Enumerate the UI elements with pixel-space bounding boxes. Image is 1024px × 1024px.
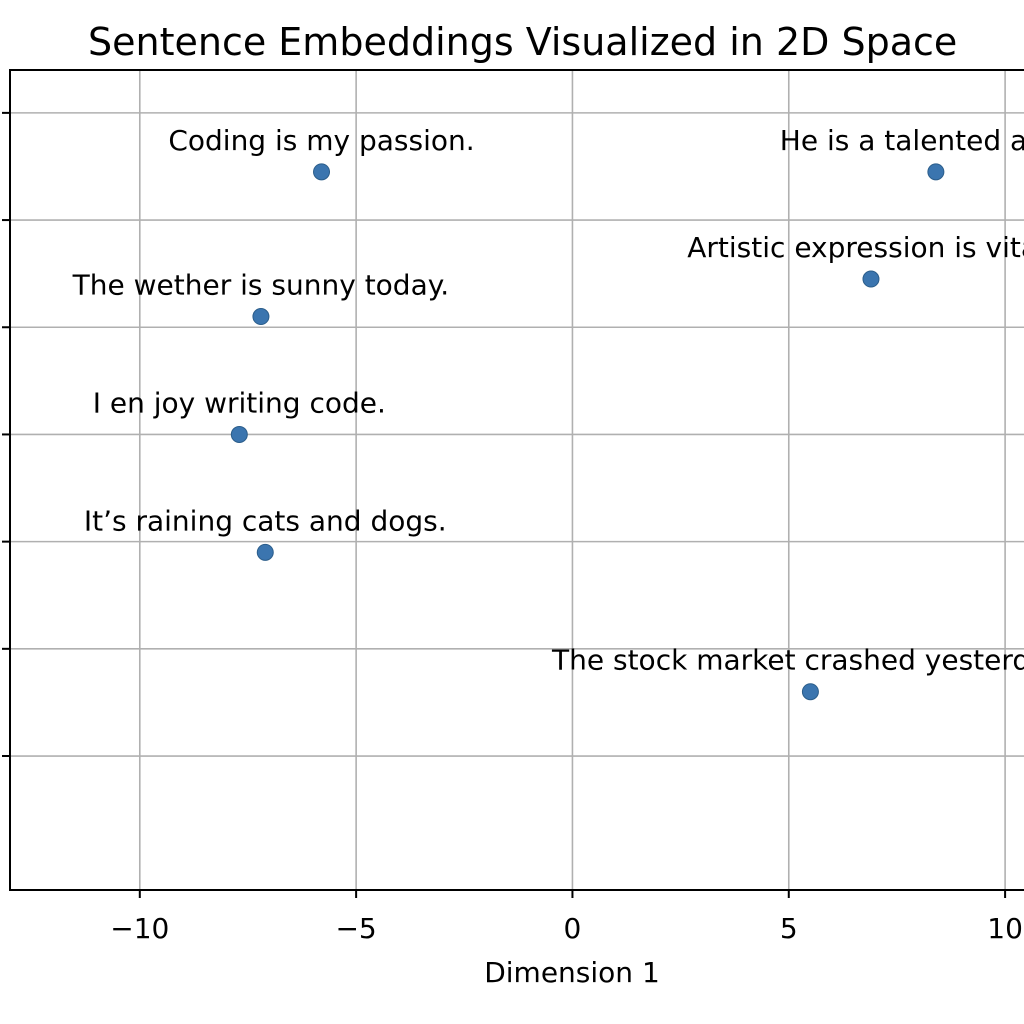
grid-lines: [10, 70, 1024, 890]
point-labels: Coding is my passion. He is a talented ar…: [72, 124, 1024, 677]
chart-title: Sentence Embeddings Visualized in 2D Spa…: [88, 20, 957, 64]
ticks: −10 −5 0 5 10: [2, 111, 1023, 945]
data-point: [801, 683, 819, 701]
point-label: Coding is my passion.: [168, 124, 474, 157]
x-tick-label: −10: [110, 912, 169, 945]
point-label: The wether is sunny today.: [72, 269, 450, 302]
data-point: [252, 308, 270, 326]
point-label: I en joy writing code.: [93, 386, 386, 419]
x-tick-label: 5: [780, 912, 798, 945]
data-point: [313, 163, 331, 181]
axes: [9, 69, 1024, 891]
data-points: [230, 163, 945, 701]
data-point: [862, 270, 880, 288]
point-label: He is a talented artist.: [780, 124, 1024, 157]
x-tick-label: 10: [987, 912, 1023, 945]
point-label: The stock market crashed yesterday.: [551, 644, 1024, 677]
data-point: [927, 163, 945, 181]
x-axis-label: Dimension 1: [484, 956, 660, 989]
x-tick-label: −5: [335, 912, 376, 945]
point-label: It’s raining cats and dogs.: [84, 504, 447, 537]
point-label: Artistic expression is vital.: [687, 231, 1024, 264]
x-tick-label: 0: [564, 912, 582, 945]
data-point: [230, 425, 248, 443]
data-point: [256, 543, 274, 561]
axes-frame: [9, 69, 1024, 891]
